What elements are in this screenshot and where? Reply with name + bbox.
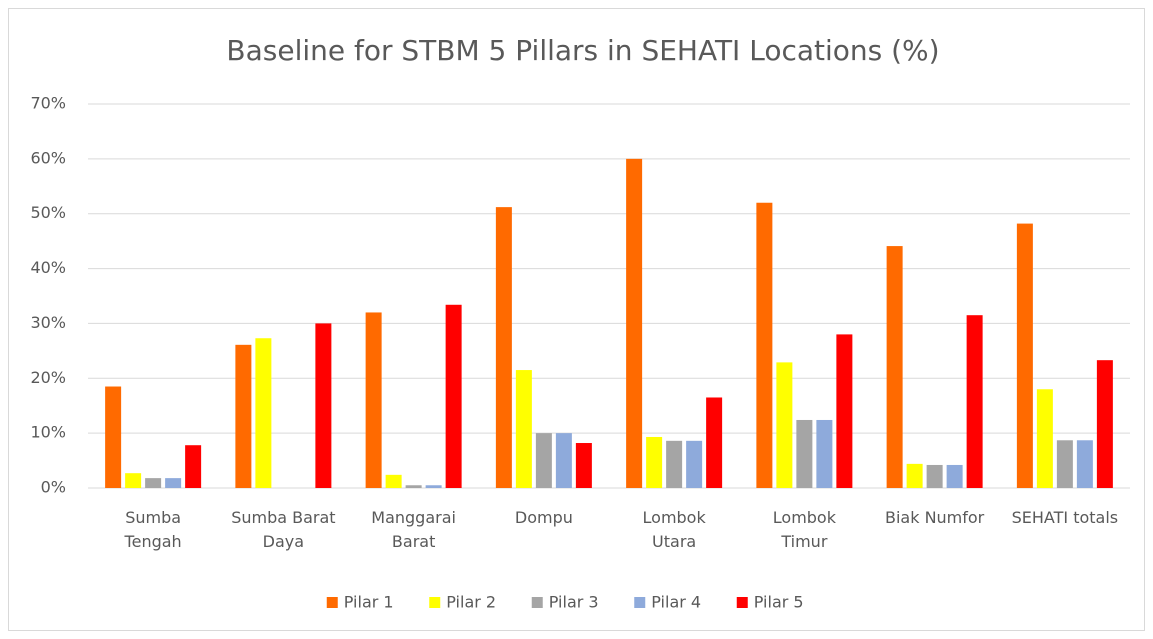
bar <box>315 323 332 488</box>
legend-label: Pilar 2 <box>446 593 496 612</box>
bar <box>926 464 943 488</box>
bar <box>495 207 512 489</box>
x-tick-label: Sumba Tengah <box>124 508 182 551</box>
bar <box>385 474 402 488</box>
bar <box>666 440 683 488</box>
x-tick-label: SEHATI totals <box>1011 508 1119 527</box>
bar <box>836 334 853 488</box>
bar <box>706 397 723 488</box>
y-tick-label: 10% <box>30 423 66 442</box>
bar <box>1056 440 1073 488</box>
y-tick-label: 0% <box>41 478 66 497</box>
chart-border <box>8 8 1145 631</box>
bar <box>946 464 963 488</box>
bar <box>515 370 532 488</box>
bar <box>816 419 833 488</box>
bar <box>886 246 903 488</box>
bar <box>365 312 382 488</box>
y-tick-label: 60% <box>30 148 66 167</box>
bar <box>646 436 663 488</box>
bar <box>796 419 813 488</box>
x-tick-label: Dompu <box>514 508 573 527</box>
bar <box>1096 360 1113 488</box>
bar <box>776 362 793 488</box>
legend-swatch <box>634 597 646 608</box>
x-tick-label: Manggarai Barat <box>371 508 456 551</box>
y-tick-label: 30% <box>30 313 66 332</box>
legend-label: Pilar 1 <box>344 593 394 612</box>
x-tick-label: Lombok Timur <box>772 508 836 551</box>
bar <box>125 473 142 488</box>
x-tick-label: Sumba Barat Daya <box>231 508 336 551</box>
legend-swatch <box>326 597 338 608</box>
bar <box>145 478 162 488</box>
bar <box>966 315 983 488</box>
y-tick-label: 40% <box>30 258 66 277</box>
bar <box>1076 440 1093 488</box>
bar <box>906 463 923 488</box>
bar <box>575 443 592 488</box>
y-tick-label: 20% <box>30 368 66 387</box>
bar <box>185 445 202 488</box>
bar <box>405 485 422 488</box>
x-tick-label: Lombok Utara <box>642 508 706 551</box>
bar <box>1016 223 1033 489</box>
legend-swatch <box>531 597 543 608</box>
y-tick-label: 70% <box>30 94 66 113</box>
bar <box>686 440 703 488</box>
bar <box>425 485 442 488</box>
bar <box>1036 389 1053 488</box>
bar <box>626 158 643 488</box>
chart-title: Baseline for STBM 5 Pillars in SEHATI Lo… <box>226 34 939 67</box>
legend-label: Pilar 3 <box>549 593 599 612</box>
y-tick-label: 50% <box>30 203 66 222</box>
legend-label: Pilar 4 <box>651 593 701 612</box>
bar <box>235 344 252 488</box>
bar <box>555 433 572 488</box>
legend-swatch <box>736 597 748 608</box>
bar <box>535 433 552 488</box>
bar <box>756 202 773 488</box>
bar <box>255 338 272 488</box>
legend-swatch <box>429 597 441 608</box>
bar <box>445 304 462 488</box>
x-tick-label: Biak Numfor <box>884 508 985 527</box>
bar <box>165 478 182 488</box>
legend-label: Pilar 5 <box>754 593 804 612</box>
bar <box>105 386 122 488</box>
